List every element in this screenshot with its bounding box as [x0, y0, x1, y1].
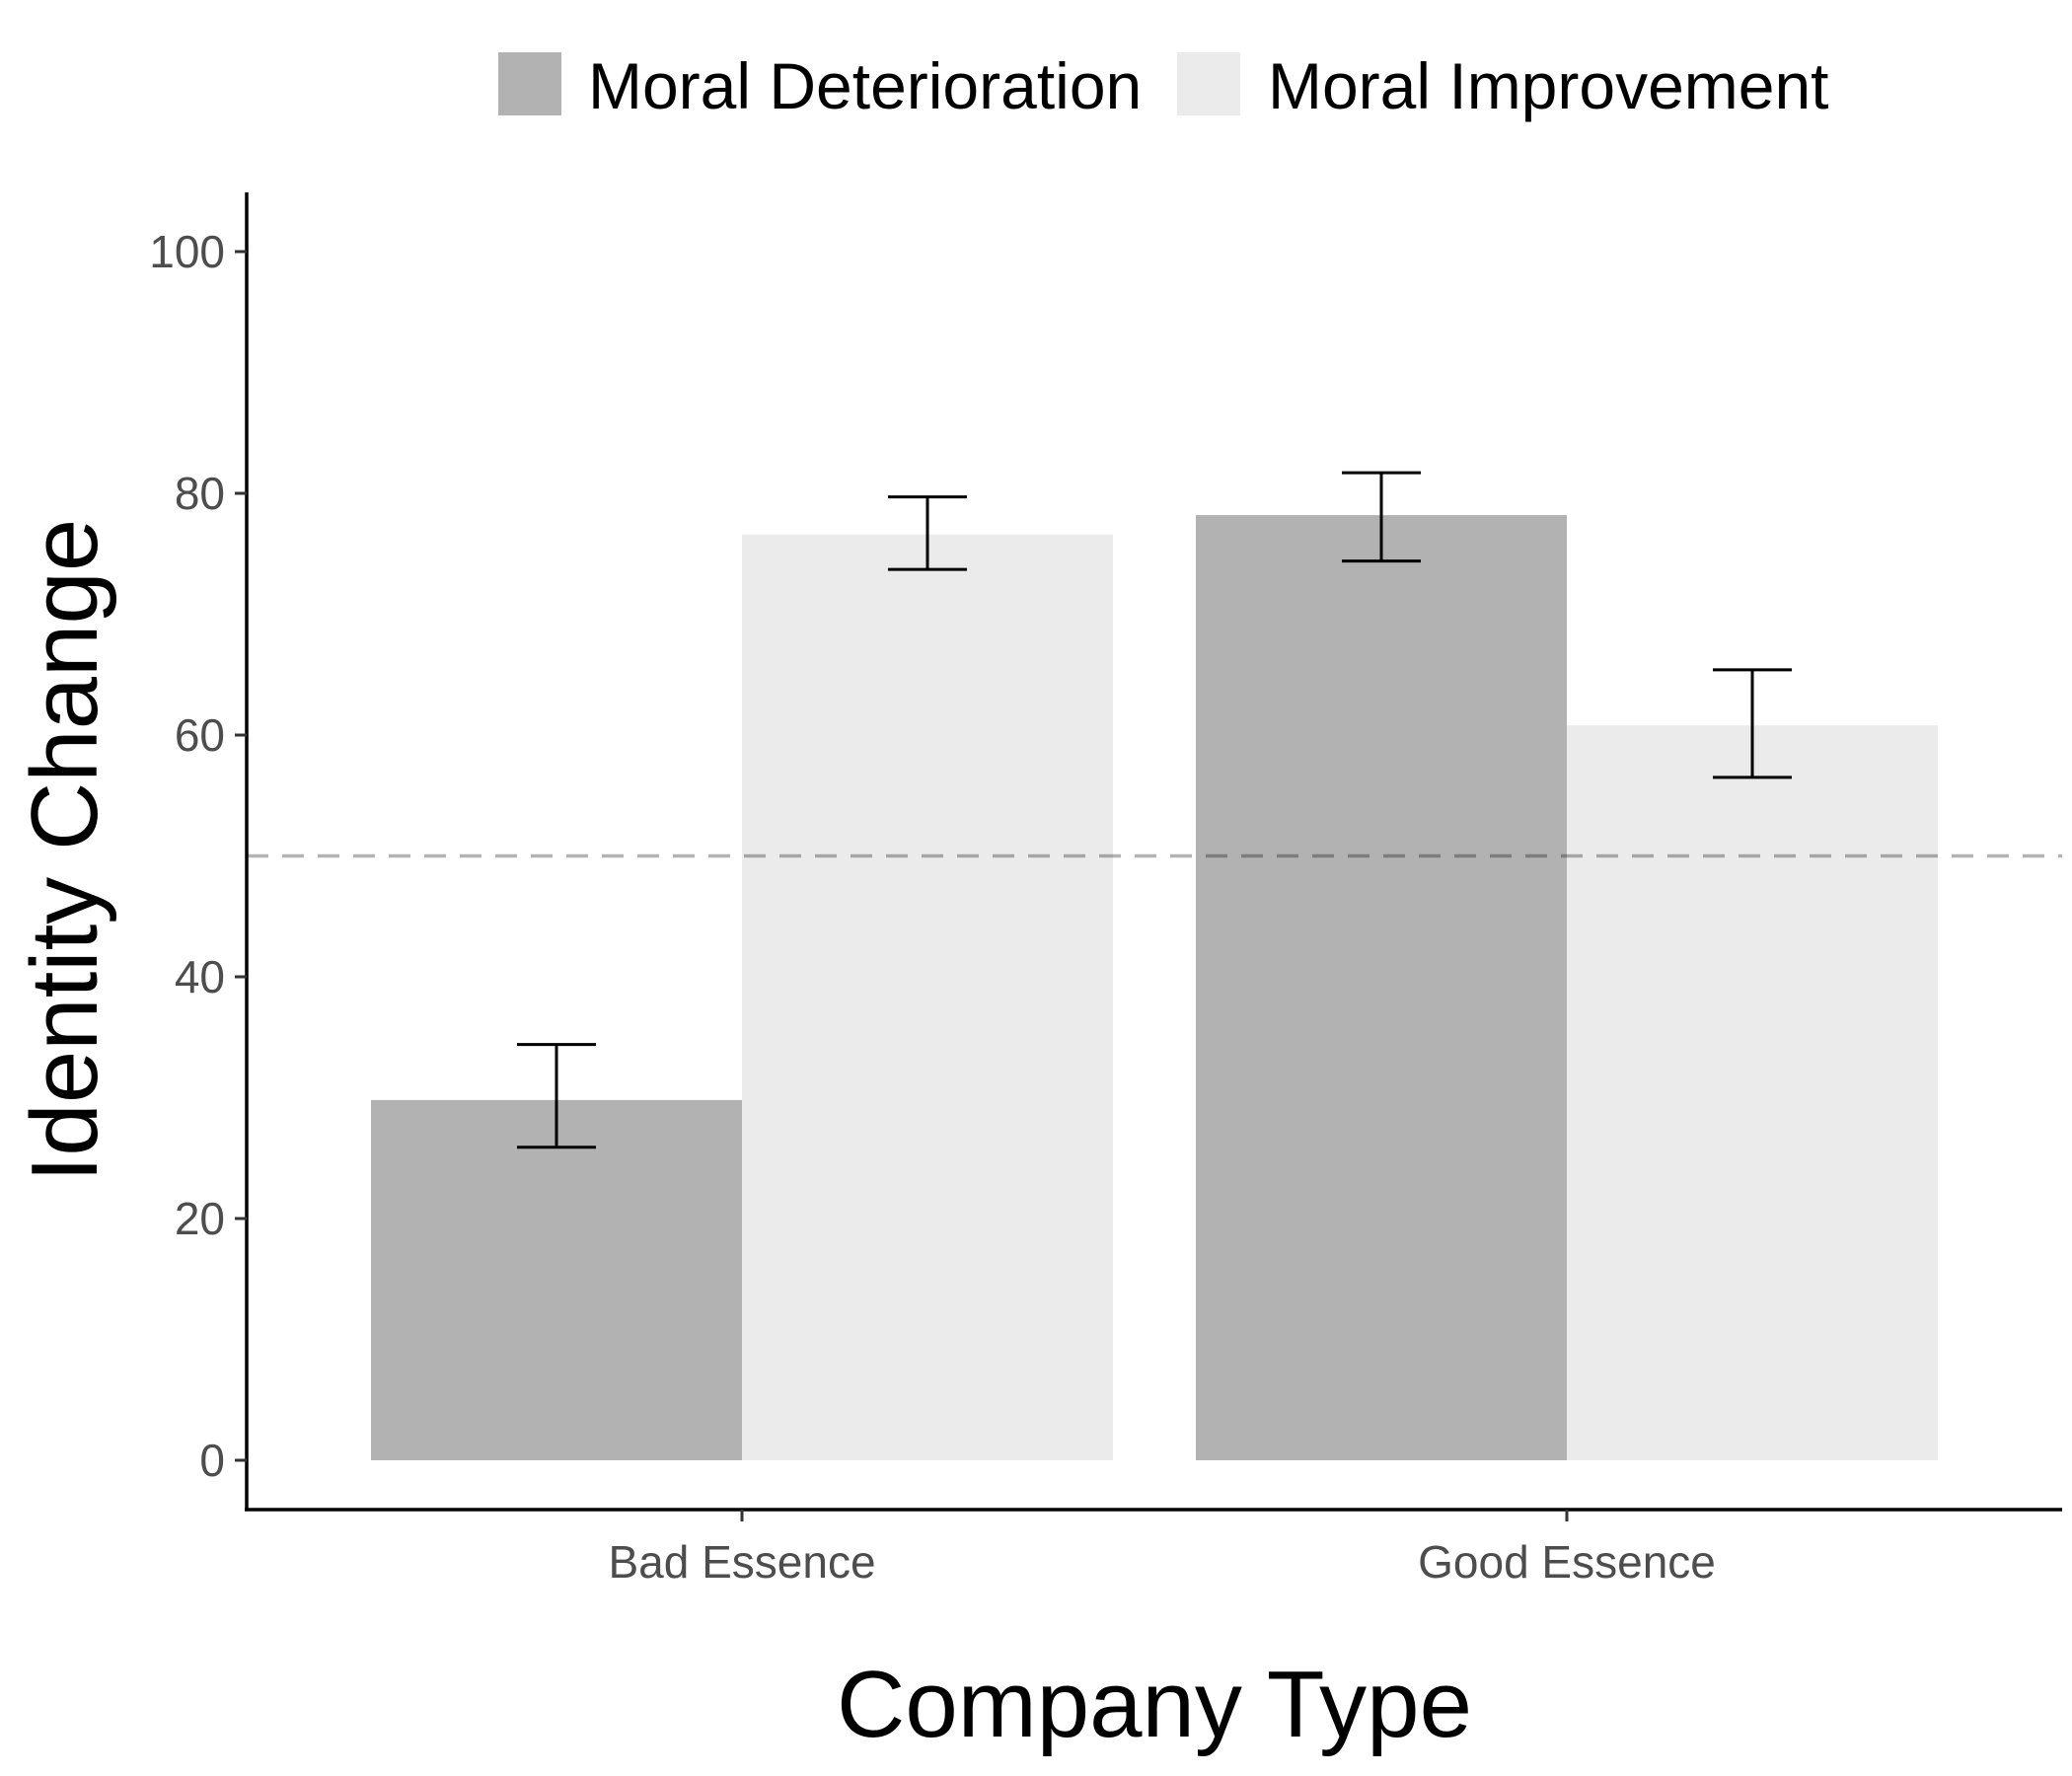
y-tick-label: 40 [175, 951, 225, 1002]
error-bars [517, 471, 1792, 1149]
legend-item: Moral Improvement [1177, 49, 1829, 122]
bar-moral-improvement-bad-essence [742, 534, 1113, 1460]
bar-moral-deterioration-good-essence [1196, 515, 1567, 1460]
error-bar [1342, 471, 1421, 563]
y-tick-label: 0 [199, 1435, 225, 1486]
legend-label: Moral Deterioration [588, 49, 1142, 122]
bars [371, 515, 1938, 1460]
error-bar [517, 1043, 596, 1149]
legend: Moral Deterioration Moral Improvement [498, 49, 1829, 122]
x-tick-label: Good Essence [1418, 1536, 1716, 1588]
bar-moral-deterioration-bad-essence [371, 1099, 742, 1460]
y-tick-label: 60 [175, 709, 225, 761]
x-axis: Bad Essence Good Essence [245, 1508, 2062, 1588]
legend-label: Moral Improvement [1268, 49, 1829, 122]
y-tick-label: 80 [175, 468, 225, 519]
error-bar [1713, 668, 1792, 779]
y-tick-label: 20 [175, 1193, 225, 1244]
error-bar [888, 495, 967, 571]
legend-swatch [498, 52, 561, 115]
y-axis-title: Identity Change [12, 519, 117, 1182]
legend-swatch [1177, 52, 1240, 115]
y-tick-label: 100 [149, 226, 225, 277]
bar-moral-improvement-good-essence [1567, 725, 1938, 1460]
x-axis-title: Company Type [837, 1652, 1472, 1757]
y-axis: 0 20 40 60 80 100 [149, 192, 249, 1510]
x-tick-label: Bad Essence [608, 1536, 875, 1588]
legend-item: Moral Deterioration [498, 49, 1142, 122]
